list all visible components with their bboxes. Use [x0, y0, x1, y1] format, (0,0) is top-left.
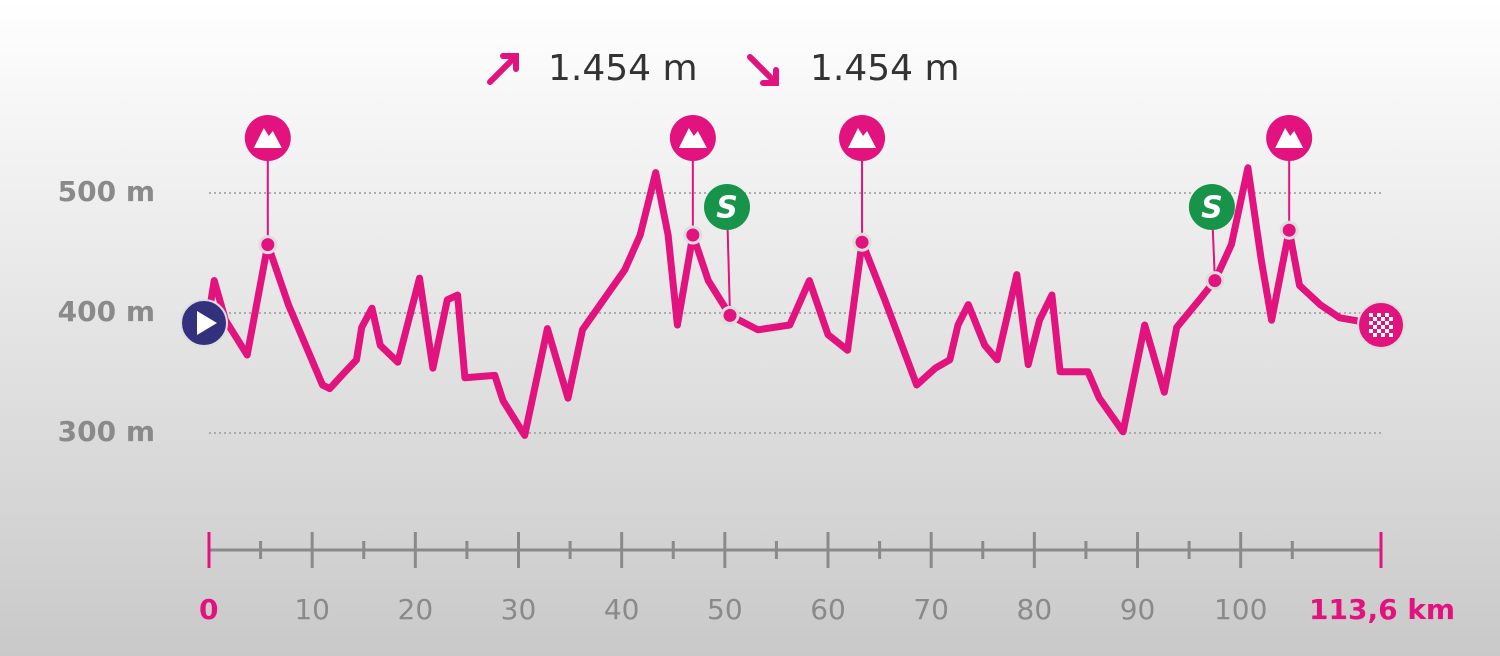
mountain — [848, 128, 877, 148]
climb-point — [683, 225, 703, 245]
y-tick-label: 500 m — [58, 175, 155, 208]
sprint-point — [1205, 271, 1225, 291]
descent-label: 1.454 m — [810, 48, 960, 89]
x-tick-label: 20 — [398, 593, 434, 626]
mountain — [253, 128, 282, 148]
finish-marker — [1357, 301, 1405, 349]
x-tick-label: 90 — [1120, 593, 1156, 626]
x-tick-label: 50 — [707, 593, 743, 626]
finish-check — [1385, 329, 1389, 333]
x-tick-label: 80 — [1017, 593, 1053, 626]
finish-check — [1389, 325, 1393, 329]
finish-check — [1389, 317, 1393, 321]
finish-check — [1377, 329, 1381, 333]
x-tick-label: 60 — [810, 593, 846, 626]
x-tick-label: 70 — [913, 593, 949, 626]
y-tick-label: 400 m — [58, 295, 155, 328]
ascent-label: 1.454 m — [548, 48, 698, 89]
finish-check — [1381, 333, 1385, 337]
x-tick-label: 100 — [1214, 593, 1267, 626]
finish-check — [1381, 317, 1385, 321]
elevation-line — [205, 164, 1382, 439]
x-tick-label: 40 — [604, 593, 640, 626]
sprint-label: S — [716, 191, 738, 226]
sprint-icon — [1188, 184, 1235, 230]
climb-point — [1279, 220, 1299, 240]
finish-check — [1369, 329, 1373, 333]
finish-check — [1377, 313, 1381, 317]
finish-check — [1373, 325, 1377, 329]
x-tick-label: 113,6 km — [1309, 593, 1455, 626]
mountain — [1275, 128, 1304, 148]
finish-check — [1381, 325, 1385, 329]
descent-icon — [747, 54, 779, 86]
mountain — [678, 128, 707, 148]
x-tick-label: 0 — [199, 593, 218, 626]
finish-check — [1373, 317, 1377, 321]
finish-check — [1385, 313, 1389, 317]
sprint-point — [720, 305, 740, 325]
climb-point — [258, 235, 278, 255]
y-tick-label: 300 m — [58, 415, 155, 448]
ascent-icon — [487, 53, 519, 85]
x-tick-label: 10 — [294, 593, 330, 626]
finish-check — [1377, 321, 1381, 325]
finish-check — [1389, 333, 1393, 337]
x-tick-label: 30 — [501, 593, 537, 626]
finish-check — [1369, 321, 1373, 325]
climb-point — [852, 232, 872, 252]
finish-check — [1369, 313, 1373, 317]
sprint-icon — [704, 184, 751, 230]
start-arrow — [197, 311, 217, 335]
finish-check — [1373, 333, 1377, 337]
finish-check — [1385, 321, 1389, 325]
sprint-label: S — [1201, 191, 1223, 226]
